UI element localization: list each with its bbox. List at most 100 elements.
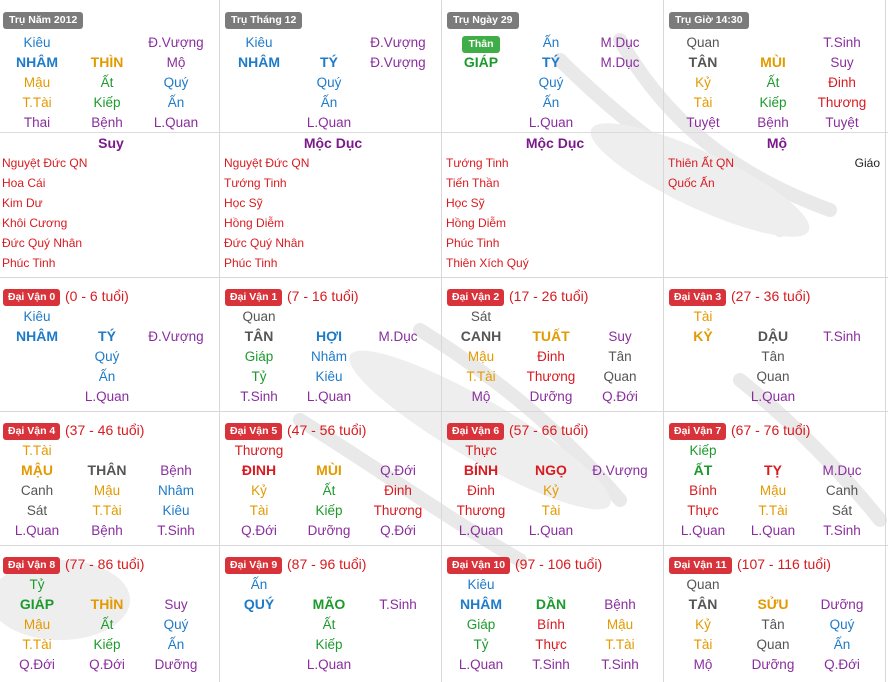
ganzhi-cell: T.Tài <box>92 503 122 518</box>
dai-van-age-range: (107 - 116 tuổi) <box>737 556 831 572</box>
ganzhi-row: Sát T.Tài Kiêu <box>0 501 222 520</box>
ganzhi-row: Ấn <box>222 575 444 594</box>
ganzhi-cell: Kiếp <box>315 637 343 652</box>
ganzhi-cell: L.Quan <box>750 523 796 538</box>
star-item: Tiến Thần <box>446 176 500 190</box>
dai-van-label: Đại Vận 5 <box>225 423 283 440</box>
ganzhi-cell: Thực <box>465 443 497 458</box>
ganzhi-row: T.Tài Kiếp Ấn <box>0 93 222 112</box>
ganzhi-cell: Thực <box>535 637 567 652</box>
ganzhi-cell: Tỷ <box>473 637 489 652</box>
ganzhi-row: T.Tài Kiếp Ấn <box>0 635 222 654</box>
ganzhi-cell: Tài <box>693 309 713 324</box>
ganzhi-cell: T.Tài <box>22 443 52 458</box>
ganzhi-cell: Tuyệt <box>686 115 720 130</box>
ganzhi-cell: Q.Đới <box>602 389 638 404</box>
ganzhi-cell: TÝ <box>542 54 560 70</box>
dai-van-label: Đại Vận 9 <box>225 557 283 574</box>
ganzhi-cell: Suy <box>608 329 632 344</box>
ganzhi-cell: L.Quan <box>153 115 199 130</box>
star-item-side: Giáo <box>854 156 880 170</box>
ganzhi-cell: Tài <box>693 95 713 110</box>
ganzhi-cell: Dưỡng <box>529 389 573 404</box>
star-item: Đức Quý Nhân <box>2 236 83 250</box>
pillar-status: Suy <box>98 135 124 151</box>
pillar-label: Trụ Giờ 14:30 <box>669 12 749 29</box>
dai-van-cell: (57 - 66 tuổi) Đại Vận 6 Thực BÍNH NGỌ Đ.Vượn… <box>444 412 666 546</box>
ganzhi-cell: Mậu <box>606 617 634 632</box>
ganzhi-cell: Quý <box>538 75 564 90</box>
ganzhi-cell: Ất <box>100 617 114 632</box>
ganzhi-cell: Kiêu <box>23 309 51 324</box>
ganzhi-row: Tài <box>666 307 888 326</box>
dai-van-age-range: (67 - 76 tuổi) <box>731 422 811 438</box>
ganzhi-cell: Mậu <box>23 75 51 90</box>
dai-van-label: Đại Vận 0 <box>3 289 61 306</box>
ganzhi-cell: Q.Đới <box>19 657 55 672</box>
pillar-label: Trụ Ngày 29 <box>447 12 519 29</box>
ganzhi-cell: Đinh <box>384 483 412 498</box>
ganzhi-cell: Nhâm <box>157 483 194 498</box>
dai-van-age-range: (0 - 6 tuổi) <box>65 288 129 304</box>
dai-van-label: Đại Vận 1 <box>225 289 283 306</box>
ganzhi-row: L.Quan <box>0 387 222 406</box>
dai-van-age-range: (97 - 106 tuổi) <box>515 556 603 572</box>
dai-van-cell: (17 - 26 tuổi) Đại Vận 2 Sát CANH TUẤT Suy Mậu… <box>444 278 666 412</box>
ganzhi-cell: Kỷ <box>543 483 559 498</box>
ganzhi-row: GIÁP TÝ M.Dục <box>444 53 666 72</box>
ganzhi-cell: Quan <box>686 577 720 592</box>
ganzhi-row: L.Quan <box>444 113 666 132</box>
ganzhi-row: L.Quan T.Sinh T.Sinh <box>444 655 666 674</box>
ganzhi-cell: Giáp <box>244 349 274 364</box>
ganzhi-cell: TUẤT <box>532 328 570 344</box>
ganzhi-cell: Kiêu <box>23 35 51 50</box>
ganzhi-cell: Đ.Vượng <box>370 35 426 50</box>
ganzhi-cell: Bệnh <box>91 523 123 538</box>
star-item: Hoa Cái <box>2 176 46 190</box>
ganzhi-cell: Sát <box>831 503 853 518</box>
dai-van-label: Đại Vận 2 <box>447 289 505 306</box>
ganzhi-cell: T.Sinh <box>379 597 417 612</box>
ganzhi-row: Tài Kiếp Thương <box>222 501 444 520</box>
ganzhi-cell: KỶ <box>693 328 713 344</box>
ganzhi-cell: T.Tài <box>22 95 52 110</box>
pillar-status: Mộ <box>766 135 788 151</box>
ganzhi-row: Kỷ Ất Đinh <box>222 481 444 500</box>
ganzhi-cell: Ấn <box>98 369 116 384</box>
ganzhi-cell: T.Tài <box>22 637 52 652</box>
ganzhi-cell: THÌN <box>90 596 124 612</box>
ganzhi-row: Quan <box>666 367 888 386</box>
ganzhi-cell: Thực <box>687 503 719 518</box>
ganzhi-cell: Quý <box>829 617 855 632</box>
ganzhi-cell: T.Sinh <box>157 523 195 538</box>
pillar-divider <box>0 132 222 133</box>
ganzhi-row: GIÁP THÌN Suy <box>0 595 222 614</box>
dai-van-age-range: (57 - 66 tuổi) <box>509 422 589 438</box>
ganzhi-cell: Canh <box>20 483 54 498</box>
ganzhi-cell: CANH <box>460 328 502 344</box>
pillar-column: Trụ Giờ 14:30 Quan T.Sinh TÂN MÙI Suy Kỷ Ất Đinh… <box>666 0 888 277</box>
ganzhi-cell: TÝ <box>98 328 116 344</box>
ganzhi-cell: Ấn <box>542 95 560 110</box>
ganzhi-row: L.Quan L.Quan T.Sinh <box>666 521 888 540</box>
ganzhi-cell: T.Sinh <box>601 657 639 672</box>
ganzhi-cell: Dưỡng <box>307 523 351 538</box>
ganzhi-row: MẬU THÂN Bệnh <box>0 461 222 480</box>
ganzhi-row: Thương <box>222 441 444 460</box>
pillar-divider <box>222 132 444 133</box>
ganzhi-cell: L.Quan <box>84 389 130 404</box>
ganzhi-cell: Bệnh <box>757 115 789 130</box>
dai-van-age-range: (77 - 86 tuổi) <box>65 556 145 572</box>
ganzhi-cell: M.Dục <box>600 55 640 70</box>
ganzhi-cell: Bính <box>689 483 717 498</box>
ganzhi-row: Thực T.Tài Sát <box>666 501 888 520</box>
ganzhi-cell: Ấn <box>167 637 185 652</box>
ganzhi-cell: Quý <box>316 75 342 90</box>
ganzhi-cell: Dưỡng <box>154 657 198 672</box>
ganzhi-row: Kiêu <box>0 307 222 326</box>
ganzhi-cell: L.Quan <box>458 523 504 538</box>
ganzhi-cell: L.Quan <box>306 115 352 130</box>
dai-van-label: Đại Vận 6 <box>447 423 505 440</box>
ganzhi-cell: Quan <box>603 369 637 384</box>
ganzhi-cell: Kiếp <box>315 503 343 518</box>
